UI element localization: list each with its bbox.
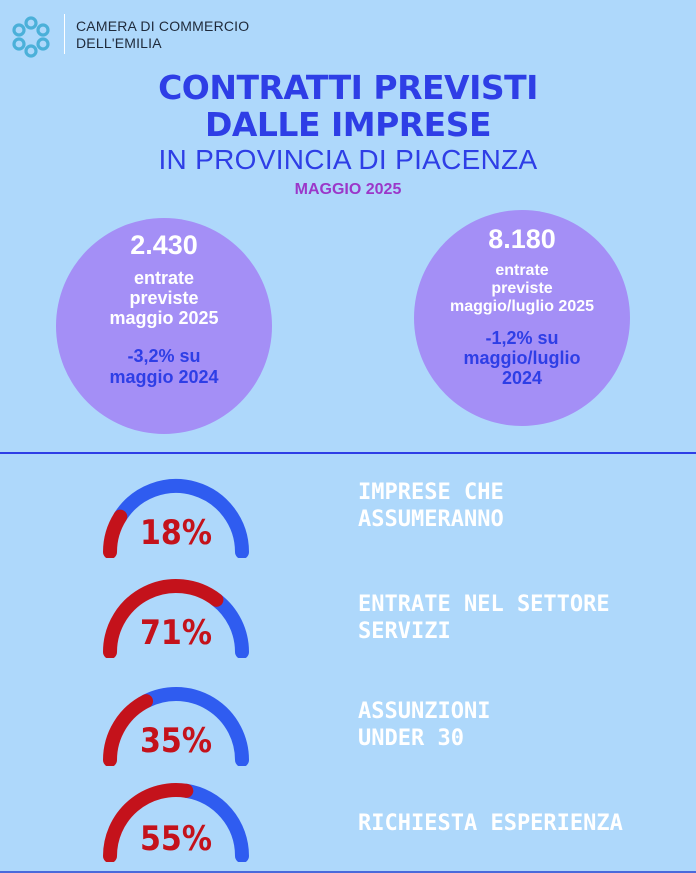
gauge-track <box>209 592 249 658</box>
gauge-caption-line: ASSUNZIONI <box>358 699 491 724</box>
gauge-richiesta-esperienza: 55% <box>103 783 249 862</box>
gauge-percent-label: 71% <box>140 613 212 653</box>
main-title-line1: CONTRATTI PREVISTI <box>158 68 538 107</box>
section-divider <box>0 452 696 454</box>
stat-description-line: entrate <box>495 262 549 279</box>
stat-description-line: maggio/luglio 2025 <box>449 298 595 315</box>
stat-delta: -1,2% su maggio/luglio 2024 <box>414 328 630 388</box>
stat-description-line: entrate <box>133 268 195 288</box>
gauge-caption: IMPRESE CHE ASSUMERANNO <box>358 479 504 533</box>
gauge-track <box>113 479 249 558</box>
gauge-caption: ENTRATE NEL SETTORE SERVIZI <box>358 591 610 645</box>
stat-bubble-monthly: 2.430 entrate previste maggio 2025 -3,2%… <box>56 218 272 434</box>
month-label: MAGGIO 2025 <box>294 181 402 198</box>
gauge-fill <box>103 783 194 862</box>
stat-delta-line: -1,2% su <box>485 328 559 348</box>
gauge-percent-label: 35% <box>140 721 212 761</box>
gauge-track <box>179 783 249 862</box>
gauge-imprese-che-assumeranno: 18% <box>103 479 249 558</box>
gauge-fill <box>103 509 128 558</box>
organization-name-line2: DELL'EMILIA <box>76 35 162 51</box>
logo-divider <box>64 14 65 54</box>
stat-description: entrate previste maggio/luglio 2025 <box>414 262 630 316</box>
stat-delta-line: -3,2% su <box>127 346 201 366</box>
gauge-entrate-settore-servizi: 71% <box>103 579 249 658</box>
chamber-of-commerce-logo-icon <box>12 16 50 58</box>
organization-name-line1: CAMERA DI COMMERCIO <box>76 18 250 34</box>
stat-description-line: maggio 2025 <box>109 308 219 328</box>
gauge-caption-line: RICHIESTA ESPERIENZA <box>358 811 623 836</box>
stat-delta-line: maggio/luglio <box>463 348 581 368</box>
stat-description-line: previste <box>129 288 199 308</box>
gauge-caption: ASSUNZIONI UNDER 30 <box>358 698 490 752</box>
organization-name: CAMERA DI COMMERCIO DELL'EMILIA <box>76 18 249 52</box>
subtitle: IN PROVINCIA DI PIACENZA <box>158 144 538 175</box>
main-title-line2: DALLE IMPRESE <box>204 105 492 144</box>
gauge-caption: RICHIESTA ESPERIENZA <box>358 810 623 837</box>
gauge-caption-line: ENTRATE NEL SETTORE <box>358 592 610 617</box>
gauge-fill <box>103 579 224 658</box>
stat-description-line: previste <box>491 280 553 297</box>
gauge-percent-label: 55% <box>140 819 212 859</box>
stat-delta: -3,2% su maggio 2024 <box>56 346 272 388</box>
gauge-caption-line: SERVIZI <box>358 619 451 644</box>
stat-value: 8.180 <box>488 224 556 254</box>
stat-delta-line: maggio 2024 <box>109 367 219 387</box>
stat-delta-line: 2024 <box>501 368 543 388</box>
stat-value: 2.430 <box>130 230 198 260</box>
gauge-fill <box>103 694 154 766</box>
gauge-caption-line: IMPRESE CHE <box>358 480 504 505</box>
gauge-track <box>139 687 249 766</box>
stat-bubble-quarterly: 8.180 entrate previste maggio/luglio 202… <box>414 210 630 426</box>
stat-description: entrate previste maggio 2025 <box>56 268 272 328</box>
gauge-caption-line: UNDER 30 <box>358 726 464 751</box>
gauge-caption-line: ASSUMERANNO <box>358 507 504 532</box>
bottom-border <box>0 871 696 873</box>
gauge-assunzioni-under-30: 35% <box>103 687 249 766</box>
gauge-percent-label: 18% <box>140 513 212 553</box>
